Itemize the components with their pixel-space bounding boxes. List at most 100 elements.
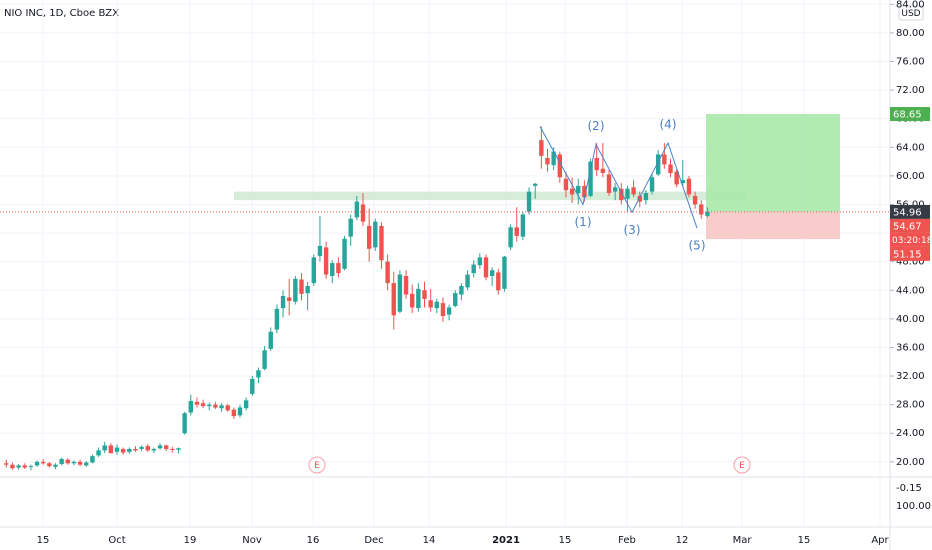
x-tick-label: 2021: [492, 535, 520, 546]
x-tick-label: Oct: [108, 535, 125, 546]
wave-label: (5): [689, 239, 706, 253]
candle-body: [90, 456, 95, 463]
candle-body: [219, 405, 224, 409]
candle-body: [563, 178, 569, 191]
y-tick-label: 64.00: [896, 142, 925, 153]
candle-body: [656, 154, 661, 175]
candle-body: [4, 463, 9, 465]
candle-body: [606, 174, 612, 194]
candle-body: [569, 188, 575, 195]
candle-body: [410, 293, 415, 308]
candle-body: [465, 274, 470, 288]
candle-body: [96, 450, 101, 456]
support-zone: [234, 191, 747, 201]
candle-body: [428, 300, 433, 308]
candle-body: [643, 193, 649, 201]
candle-body: [139, 446, 144, 449]
candle-body: [176, 448, 181, 450]
price-label: 54.96: [893, 207, 922, 218]
candle-body: [280, 295, 286, 309]
price-label: 54.67: [893, 221, 922, 232]
x-tick-label: 12: [676, 535, 689, 546]
event-label: E: [314, 461, 320, 471]
candle-body: [182, 413, 187, 434]
price-label: 68.65: [893, 110, 922, 121]
candle-body: [243, 400, 249, 409]
candle-body: [477, 257, 483, 266]
currency[interactable]: USD: [901, 9, 920, 19]
x-tick-label: Nov: [242, 535, 262, 546]
candle-body: [520, 214, 526, 237]
candle-body: [416, 288, 421, 309]
candle-body: [114, 447, 120, 452]
candle-body: [10, 464, 15, 469]
candle-body: [594, 157, 599, 171]
x-tick-label: Dec: [364, 535, 383, 546]
candle-body: [47, 463, 52, 467]
candle-body: [625, 188, 630, 199]
candle-body: [471, 264, 476, 274]
candle-body: [526, 191, 532, 212]
candle-body: [674, 171, 679, 185]
y-tick-label: 36.00: [896, 342, 925, 353]
candle-body: [668, 164, 673, 174]
candle-body: [102, 445, 107, 451]
candle-body: [170, 448, 175, 450]
candle-body: [225, 405, 230, 411]
y-tick-label: 76.00: [896, 56, 925, 67]
candle-body: [692, 195, 698, 205]
candle-body: [200, 403, 206, 407]
candle-body: [127, 448, 132, 452]
candle-body: [299, 279, 304, 294]
candle-body: [262, 350, 267, 369]
wave-label: (4): [660, 117, 677, 131]
x-tick-label: 15: [559, 535, 572, 546]
candle-body: [330, 263, 335, 276]
candle-body: [379, 225, 384, 261]
x-tick-label: Apr: [871, 535, 889, 546]
candle-body: [551, 151, 556, 166]
candle-body: [164, 445, 169, 449]
y-tick-label: 48.00: [896, 257, 925, 268]
candle-body: [77, 461, 83, 465]
y-tick-label: 32.00: [896, 371, 925, 382]
candle-body: [311, 257, 316, 284]
candle-body: [336, 263, 341, 274]
y-tick-label: 28.00: [896, 400, 925, 411]
candle-body: [391, 283, 396, 316]
candle-body: [576, 185, 581, 194]
candle-body: [41, 461, 46, 464]
candle-body: [151, 448, 157, 451]
candle-body: [366, 225, 372, 249]
candle-body: [631, 187, 636, 195]
candle-body: [397, 274, 403, 312]
candle-body: [588, 161, 593, 196]
candle-body: [213, 404, 218, 408]
candle-body: [403, 275, 409, 295]
candle-body: [65, 459, 70, 464]
x-tick-label: Mar: [733, 535, 753, 546]
candle-body: [612, 187, 618, 192]
candle-body: [317, 245, 323, 256]
candle-body: [348, 218, 353, 237]
candle-body: [59, 458, 64, 464]
candle-body: [287, 297, 292, 301]
candle-body: [373, 221, 378, 248]
y-tick-label: 44.00: [896, 285, 925, 296]
x-tick-label: 15: [37, 535, 50, 546]
y-tick-label: 60.00: [896, 171, 925, 182]
event-marker: [733, 456, 751, 474]
candle-body: [360, 204, 366, 222]
y-tick-label: 24.00: [896, 428, 925, 439]
event-label: E: [739, 461, 745, 471]
candle-body: [28, 466, 34, 468]
candle-body: [699, 204, 704, 215]
candle-body: [422, 290, 427, 299]
profit-zone: [706, 114, 840, 212]
candle-body: [453, 293, 458, 306]
currency-box[interactable]: [898, 5, 924, 21]
wave-label: (3): [624, 223, 641, 237]
candle-body: [385, 261, 390, 284]
candle-body: [459, 285, 464, 295]
